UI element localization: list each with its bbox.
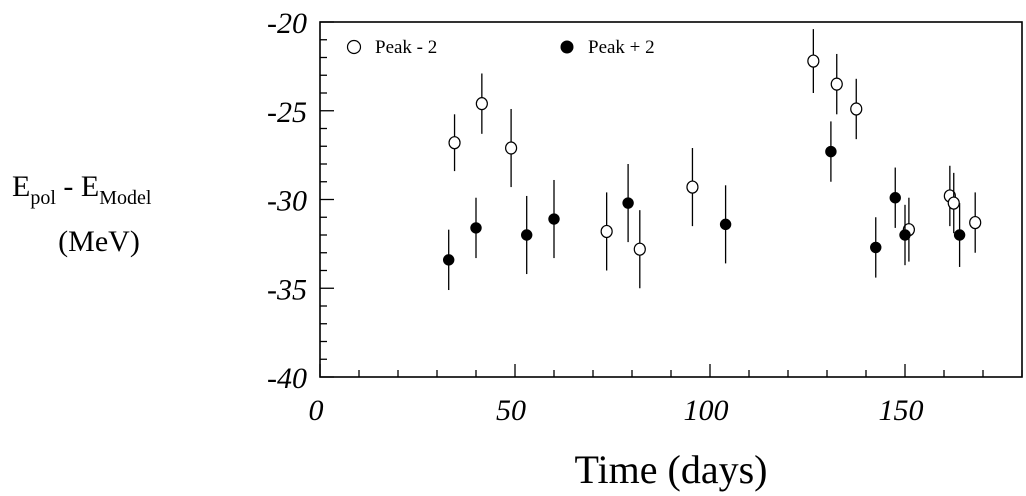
data-point-peak-plus-2 [889, 192, 901, 204]
x-tick-label: 150 [879, 394, 924, 427]
data-point-peak-plus-2 [521, 229, 533, 241]
data-point-peak-minus-2 [633, 242, 646, 256]
legend: Peak - 2 Peak + 2 [346, 37, 655, 58]
data-point-peak-plus-2 [953, 229, 966, 241]
data-point-peak-plus-2 [825, 145, 837, 158]
y-axis-title: Epol - EModel (MeV) [12, 170, 152, 258]
data-point-peak-minus-2 [807, 54, 820, 68]
y-axis-title-minus: - E [56, 170, 99, 203]
data-point-peak-plus-2 [719, 218, 732, 231]
data-point-peak-minus-2 [969, 215, 982, 230]
legend-label-peak-minus-2: Peak - 2 [375, 37, 437, 58]
y-tick-label: -20 [267, 7, 307, 40]
legend-marker-peak-minus-2 [346, 39, 362, 55]
data-point-peak-plus-2 [899, 229, 911, 241]
x-tick-label: 50 [496, 394, 526, 427]
y-tick-label: -35 [267, 273, 307, 306]
data-point-peak-minus-2 [686, 180, 699, 194]
data-point-peak-minus-2 [600, 224, 613, 239]
data-point-peak-plus-2 [548, 213, 560, 225]
tick-labels: 0 50 100 150 -20 -25 -30 -35 -40 [267, 7, 924, 427]
y-axis-title-subscript-1: pol [30, 187, 56, 209]
y-tick-label: -25 [267, 96, 307, 129]
y-axis-title-line2: (MeV) [58, 225, 140, 258]
data-point-peak-plus-2 [870, 241, 882, 254]
y-tick-label: -30 [267, 185, 307, 218]
data-point-peak-minus-2 [448, 136, 461, 150]
data-point-peak-plus-2 [443, 254, 455, 266]
y-axis-title-symbol-1: E [12, 170, 30, 203]
data-point-peak-plus-2 [470, 222, 482, 234]
y-axis-title-subscript-2: Model [99, 187, 152, 209]
data-point-peak-minus-2 [505, 141, 518, 155]
data-point-peak-minus-2 [475, 97, 488, 111]
data-point-peak-minus-2 [830, 77, 843, 91]
data-point-peak-minus-2 [947, 196, 960, 210]
y-axis-title-line1: Epol - EModel [12, 170, 152, 209]
x-tick-label: 0 [309, 394, 324, 427]
legend-marker-peak-plus-2 [560, 40, 574, 54]
axis-ticks [319, 21, 1023, 378]
data-point-peak-plus-2 [622, 197, 634, 209]
x-tick-label: 100 [684, 394, 729, 427]
data-point-peak-minus-2 [850, 102, 863, 116]
plot-frame [319, 21, 1023, 378]
legend-label-peak-plus-2: Peak + 2 [588, 37, 655, 58]
x-axis-title: Time (days) [575, 447, 768, 492]
y-tick-label: -40 [267, 362, 307, 395]
data-points [443, 29, 982, 291]
plot-border [319, 21, 1023, 378]
